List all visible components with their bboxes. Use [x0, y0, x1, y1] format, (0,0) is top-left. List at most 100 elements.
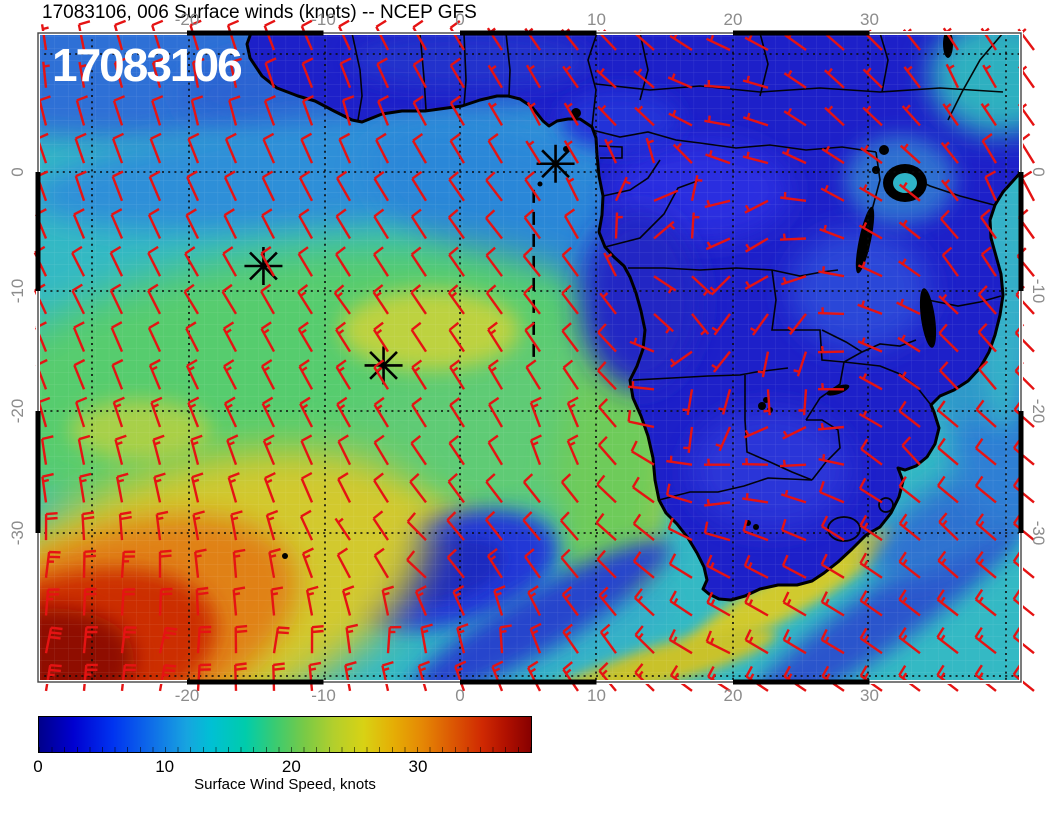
wind-barb [858, 184, 883, 202]
wind-barb [898, 219, 921, 240]
wind-barb [596, 549, 617, 579]
wind-barb [262, 434, 276, 466]
wind-barb [82, 663, 98, 692]
wind-barb [487, 321, 504, 353]
wind-barb [691, 313, 710, 336]
wind-barb [820, 591, 845, 617]
wind-barb [410, 434, 427, 466]
wind-barb [667, 517, 693, 542]
colorbar-tick-label: 20 [281, 757, 301, 776]
wind-barb [598, 398, 617, 428]
wind-barb [522, 247, 541, 277]
wind-barb [38, 95, 51, 126]
wind-barb [744, 629, 769, 655]
wind-barb [563, 140, 580, 164]
wind-barb [525, 140, 542, 164]
wind-barb [410, 208, 428, 240]
lat-tick-label: -20 [1029, 398, 1048, 424]
wind-barb [817, 422, 845, 431]
wind-barb [194, 548, 207, 578]
wind-barb [627, 409, 655, 429]
wind-barb [705, 630, 731, 655]
wind-barb [297, 321, 314, 353]
wind-barb [901, 104, 921, 127]
wind-barb [222, 359, 238, 390]
wind-barb [524, 321, 541, 353]
wind-barb [561, 322, 579, 353]
wind-barb [525, 64, 542, 89]
wind-barb [263, 19, 276, 51]
wind-barb [529, 396, 542, 428]
wind-barb [298, 208, 314, 240]
wind-barb [447, 284, 465, 315]
wind-barb [744, 237, 769, 253]
wind-barb [184, 246, 200, 277]
wind-barb [78, 472, 92, 503]
wind-barb [975, 399, 997, 428]
wind-barb [228, 95, 241, 126]
wind-barb [298, 170, 314, 202]
wind-barb [412, 95, 428, 126]
wind-barb [263, 472, 276, 503]
wind-barb [668, 109, 693, 127]
wind-barb [112, 396, 125, 428]
wind-barb [977, 285, 997, 315]
wind-barb [561, 284, 579, 315]
wind-barb [338, 132, 352, 164]
wind-barb [485, 473, 503, 504]
wind-barb [742, 75, 769, 89]
wind-barb [301, 57, 314, 89]
wind-barb [341, 585, 355, 616]
wind-barb [669, 590, 693, 617]
wind-barb [448, 246, 465, 277]
wind-barb [937, 550, 959, 579]
wind-barb [185, 208, 200, 240]
wind-barb [336, 396, 352, 428]
wind-barb [449, 397, 466, 428]
wind-barb [529, 622, 542, 654]
wind-barb [668, 553, 693, 579]
wind-barb [666, 455, 693, 466]
wind-barb [859, 590, 883, 617]
wind-barb [980, 246, 998, 277]
wind-barb [783, 70, 807, 89]
wind-barb [190, 472, 204, 503]
wind-barb [77, 20, 91, 51]
wind-barb [339, 57, 352, 89]
wind-barb [44, 550, 61, 578]
wind-barb [942, 103, 959, 127]
wind-barb [862, 67, 883, 89]
wind-barb [742, 112, 769, 127]
wind-barb [704, 199, 731, 209]
wind-barb [563, 208, 580, 240]
wind-barb [82, 549, 97, 578]
wind-barb [821, 145, 845, 165]
wind-barb [223, 208, 238, 240]
wind-barb [667, 73, 693, 89]
wind-barb [75, 396, 88, 428]
wind-barb [335, 359, 352, 390]
wind-barb [1012, 626, 1035, 655]
lat-tick-label: -10 [8, 278, 27, 304]
wind-barb [73, 358, 86, 390]
lon-tick-label: -10 [311, 10, 336, 29]
wind-barb [372, 321, 390, 353]
wind-barb [448, 321, 465, 353]
wind-barb [896, 298, 921, 315]
wind-barb [456, 623, 469, 654]
wind-barb [691, 275, 712, 297]
wind-barb [709, 275, 731, 296]
wind-barb [653, 189, 679, 202]
wind-barb [189, 19, 202, 51]
wind-barb [301, 95, 315, 126]
wind-barb [493, 585, 506, 616]
wind-barb [690, 212, 700, 239]
wind-barb [563, 102, 580, 127]
wind-barb [372, 246, 390, 277]
wind-barb [633, 68, 655, 89]
wind-barb [798, 389, 808, 416]
wind-barb [310, 625, 324, 654]
wind-barb [187, 132, 200, 164]
wind-barb [524, 171, 541, 202]
wind-barb [705, 34, 731, 52]
